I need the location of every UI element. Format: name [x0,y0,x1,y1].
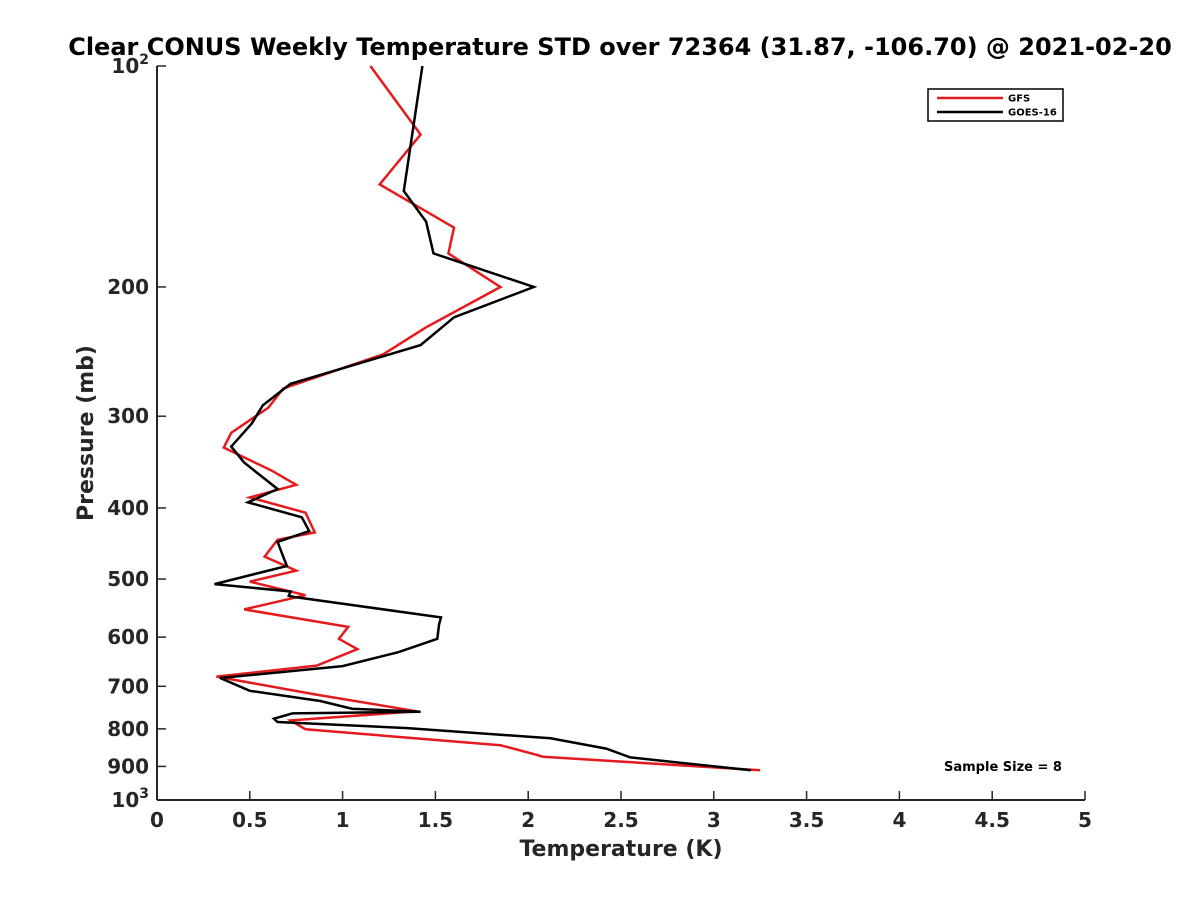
x-tick-label: 1.5 [418,808,453,832]
y-tick-label: 700 [107,674,149,698]
legend: GFS GOES-16 [927,88,1064,122]
y-tick-label: 500 [107,567,149,591]
x-tick-label: 5 [1078,808,1092,832]
y-tick-label: 900 [107,754,149,778]
y-axis-label: Pressure (mb) [74,345,99,521]
x-tick-label: 3 [707,808,721,832]
x-tick-label: 2.5 [603,808,638,832]
y-tick-label: 103 [111,786,149,812]
y-tick-base: 400 [107,496,149,520]
y-tick-base: 900 [107,754,149,778]
series-line-goes-16 [214,65,752,772]
y-tick-label: 400 [107,496,149,520]
y-tick-exponent: 2 [139,52,149,68]
y-tick-label: 200 [107,275,149,299]
x-tick-label: 2 [521,808,535,832]
x-tick-label: 0 [150,808,164,832]
legend-label-goes-16: GOES-16 [1008,108,1057,119]
y-tick-base: 700 [107,674,149,698]
x-axis-label: Temperature (K) [519,837,722,862]
x-tick-label: 4.5 [974,808,1009,832]
y-tick-label: 600 [107,625,149,649]
y-tick-base: 10 [111,788,139,812]
series-layer [214,65,761,772]
x-tick-label: 1 [336,808,350,832]
series-line-gfs [216,65,761,772]
x-tick-label: 3.5 [789,808,824,832]
chart-title: Clear CONUS Weekly Temperature STD over … [68,33,1172,61]
y-tick-base: 10 [111,54,139,78]
y-tick-exponent: 3 [139,786,149,802]
x-tick-label: 4 [892,808,906,832]
x-tick-label: 0.5 [232,808,267,832]
y-tick-base: 200 [107,275,149,299]
sample-size-annotation: Sample Size = 8 [944,760,1062,775]
y-tick-label: 800 [107,717,149,741]
x-ticks: 0 0.5 1 1.5 2 2.5 3 3.5 4 4.5 5 [150,791,1092,832]
legend-label-gfs: GFS [1008,94,1030,105]
y-tick-base: 600 [107,625,149,649]
y-tick-base: 500 [107,567,149,591]
y-tick-base: 800 [107,717,149,741]
y-tick-label: 300 [107,404,149,428]
legend-box [927,88,1064,122]
y-tick-label: 102 [111,52,149,78]
y-tick-base: 300 [107,404,149,428]
